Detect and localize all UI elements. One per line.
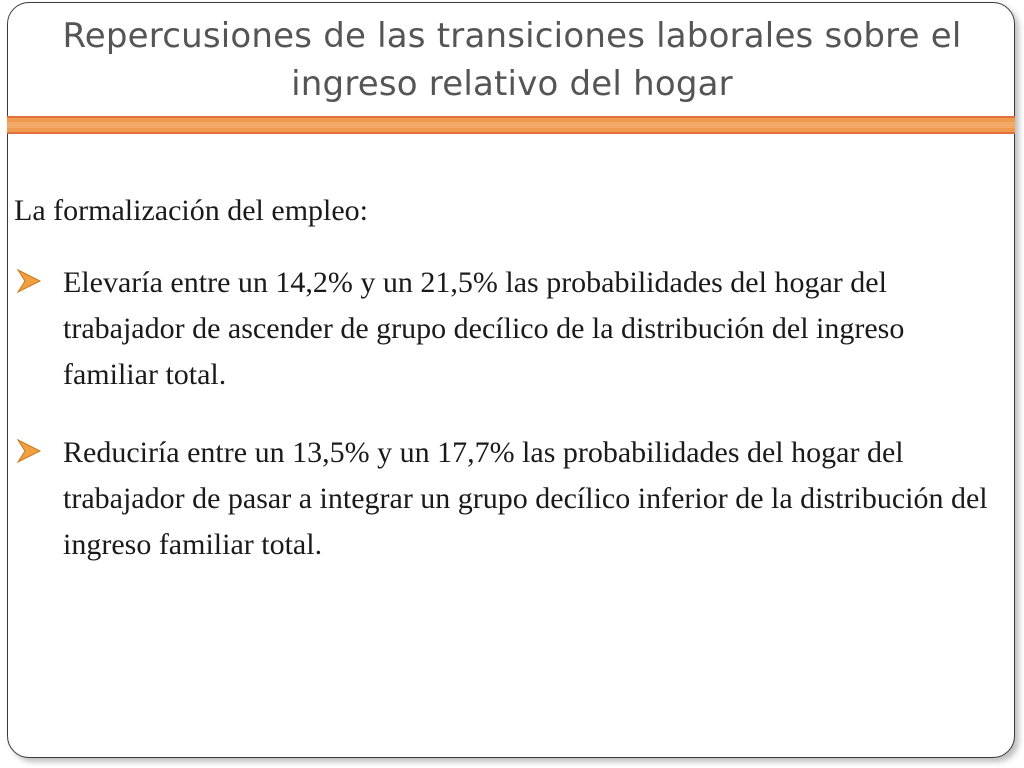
arrow-bullet-icon [16,268,42,294]
slide-title: Repercusiones de las transiciones labora… [62,16,962,104]
bullet-item: Elevaría entre un 14,2% y un 21,5% las p… [14,260,1004,398]
bullet-text: Reduciría entre un 13,5% y un 17,7% las … [63,436,988,561]
arrow-bullet-icon [16,438,42,464]
slide-body: La formalización del empleo: Elevaría en… [14,188,1004,600]
bullet-list: Elevaría entre un 14,2% y un 21,5% las p… [14,260,1004,568]
bullet-text: Elevaría entre un 14,2% y un 21,5% las p… [63,266,905,391]
intro-text: La formalización del empleo: [14,194,369,227]
title-accent-bar-highlight [7,122,1015,128]
bullet-item: Reduciría entre un 13,5% y un 17,7% las … [14,430,1004,568]
title-accent-bar [7,116,1015,134]
